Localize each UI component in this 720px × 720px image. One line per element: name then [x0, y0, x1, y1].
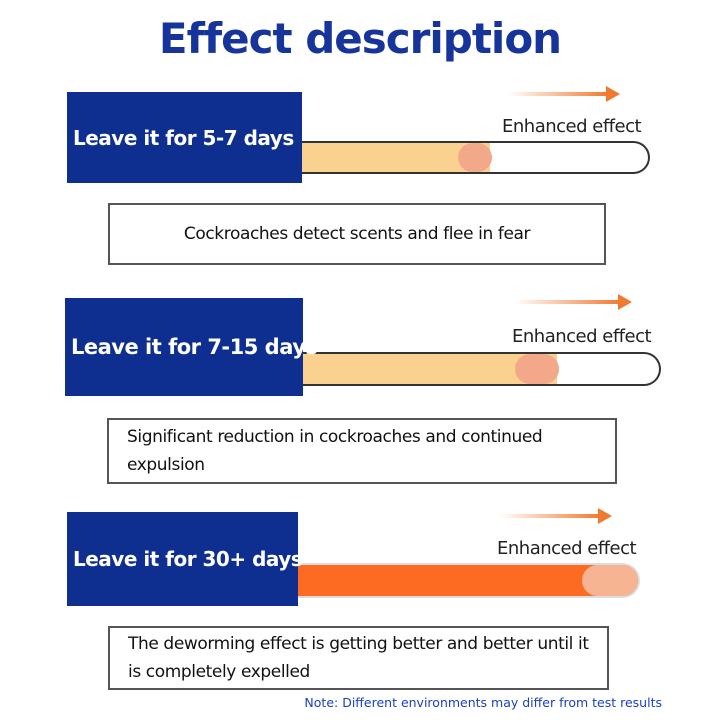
- description: Significant reduction in cockroaches and…: [107, 418, 617, 484]
- bar-dot: [582, 565, 638, 596]
- title: Effect description: [158, 14, 562, 63]
- note: Note: Different environments may differ …: [304, 695, 662, 710]
- bar-fill: [301, 354, 557, 384]
- effect-label: Enhanced effect: [497, 538, 637, 559]
- section-label: Leave it for 5-7 days: [67, 92, 302, 183]
- bar-dot: [458, 143, 492, 172]
- effect-label: Enhanced effect: [512, 326, 652, 347]
- description: Cockroaches detect scents and flee in fe…: [108, 203, 606, 265]
- section-label: Leave it for 30+ days: [67, 512, 303, 606]
- arrow: [515, 294, 632, 310]
- progress-bar: [296, 563, 640, 598]
- progress-bar: [300, 141, 650, 174]
- progress-bar: [301, 352, 661, 386]
- section-label: Leave it for 7-15 days: [65, 298, 318, 396]
- arrow: [508, 86, 620, 102]
- bar-dot: [515, 354, 559, 384]
- effect-label: Enhanced effect: [502, 116, 642, 137]
- description: The deworming effect is getting better a…: [108, 626, 609, 690]
- arrow: [500, 508, 612, 524]
- bar-fill: [296, 565, 638, 596]
